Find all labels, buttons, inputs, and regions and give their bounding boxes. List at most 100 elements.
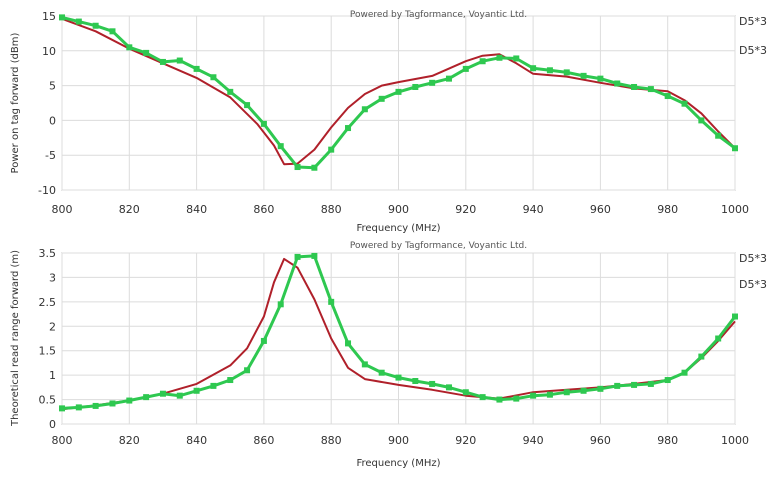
- data-point: [244, 367, 251, 374]
- data-point: [294, 253, 301, 260]
- data-point: [462, 389, 469, 396]
- data-point: [109, 400, 116, 407]
- data-point: [378, 369, 385, 376]
- data-point: [345, 125, 352, 132]
- data-point: [378, 95, 385, 102]
- data-point: [698, 353, 705, 360]
- data-point: [294, 164, 301, 171]
- data-point: [176, 392, 183, 399]
- data-point: [496, 396, 503, 403]
- legend-entry: D5*3: [739, 15, 767, 28]
- data-point: [563, 389, 570, 396]
- x-tick-label: 940: [523, 203, 544, 216]
- y-tick-label: 3: [49, 271, 56, 284]
- data-point: [75, 404, 82, 411]
- data-point: [277, 143, 284, 150]
- y-tick-label: 15: [42, 10, 56, 23]
- data-point: [59, 14, 65, 21]
- x-tick-label: 840: [186, 203, 207, 216]
- legend-entry: D5*3: [739, 278, 767, 291]
- x-axis-label: Frequency (MHz): [356, 458, 440, 469]
- data-point: [328, 146, 335, 153]
- data-point: [530, 392, 537, 399]
- x-tick-label: 1000: [721, 203, 749, 216]
- legend-entry: D5*3: [739, 252, 767, 265]
- data-point: [260, 120, 267, 127]
- x-tick-label: 1000: [721, 434, 749, 447]
- data-point: [614, 382, 621, 389]
- chart-banner: Powered by Tagformance, Voyantic Ltd.: [350, 10, 527, 20]
- data-point: [361, 361, 368, 368]
- data-point: [563, 69, 570, 76]
- x-tick-label: 800: [52, 434, 73, 447]
- data-point: [664, 377, 671, 384]
- data-point: [614, 80, 621, 87]
- data-point: [227, 377, 234, 384]
- data-point: [210, 74, 217, 81]
- data-point: [126, 44, 133, 51]
- data-point: [546, 391, 553, 398]
- data-point: [311, 164, 318, 171]
- chart-panel-2: 800 820 840 860 880 900 920 940 960 980 1000 0 0.5 1 1…: [10, 241, 767, 469]
- data-point: [479, 394, 486, 401]
- x-tick-label: 900: [388, 203, 409, 216]
- chart-banner: Powered by Tagformance, Voyantic Ltd.: [350, 241, 527, 251]
- data-point: [328, 298, 335, 305]
- data-point: [445, 75, 452, 82]
- data-point: [210, 382, 217, 389]
- x-tick-label: 940: [523, 434, 544, 447]
- data-point: [647, 86, 654, 93]
- data-point: [159, 390, 166, 397]
- x-tick-label: 880: [321, 203, 342, 216]
- data-point: [92, 22, 99, 29]
- data-point: [227, 88, 234, 95]
- data-point: [732, 313, 738, 320]
- data-point: [631, 381, 638, 388]
- data-point: [143, 394, 150, 401]
- x-tick-label: 800: [52, 203, 73, 216]
- x-tick-label: 980: [657, 434, 678, 447]
- y-tick-label: 2: [49, 320, 56, 333]
- y-tick-label: 0: [49, 418, 56, 431]
- data-point: [732, 145, 738, 152]
- data-point: [159, 58, 166, 65]
- data-point: [496, 54, 503, 61]
- data-point: [513, 55, 520, 62]
- x-tick-label: 860: [253, 434, 274, 447]
- data-point: [681, 100, 688, 107]
- y-axis-label: Theoretical read range forward (m): [10, 250, 21, 427]
- data-point: [176, 57, 183, 64]
- data-point: [244, 102, 251, 109]
- y-tick-label: 5: [49, 80, 56, 93]
- y-tick-label: -5: [45, 149, 56, 162]
- data-point: [395, 88, 402, 95]
- chart-panel-1: 800 820 840 860 880 900 920 940 960 980 1000 -10 -5 0…: [10, 10, 767, 234]
- data-point: [75, 18, 82, 25]
- x-tick-label: 980: [657, 203, 678, 216]
- data-point: [429, 380, 436, 387]
- y-tick-label: 10: [42, 45, 56, 58]
- data-point: [580, 72, 587, 79]
- data-point: [647, 380, 654, 387]
- x-tick-label: 900: [388, 434, 409, 447]
- x-axis-label: Frequency (MHz): [356, 223, 440, 234]
- data-point: [597, 75, 604, 82]
- y-tick-label: 1.5: [39, 345, 57, 358]
- data-point: [698, 117, 705, 124]
- data-point: [715, 335, 722, 342]
- legend-entry: D5*3: [739, 44, 767, 57]
- data-point: [345, 340, 352, 347]
- data-point: [59, 405, 65, 412]
- y-tick-label: -10: [38, 184, 56, 197]
- data-point: [715, 132, 722, 139]
- data-point: [462, 65, 469, 72]
- data-point: [664, 93, 671, 100]
- data-point: [109, 28, 116, 35]
- x-tick-label: 920: [455, 203, 476, 216]
- data-point: [92, 402, 99, 409]
- data-point: [631, 83, 638, 90]
- data-point: [311, 252, 318, 259]
- data-point: [681, 369, 688, 376]
